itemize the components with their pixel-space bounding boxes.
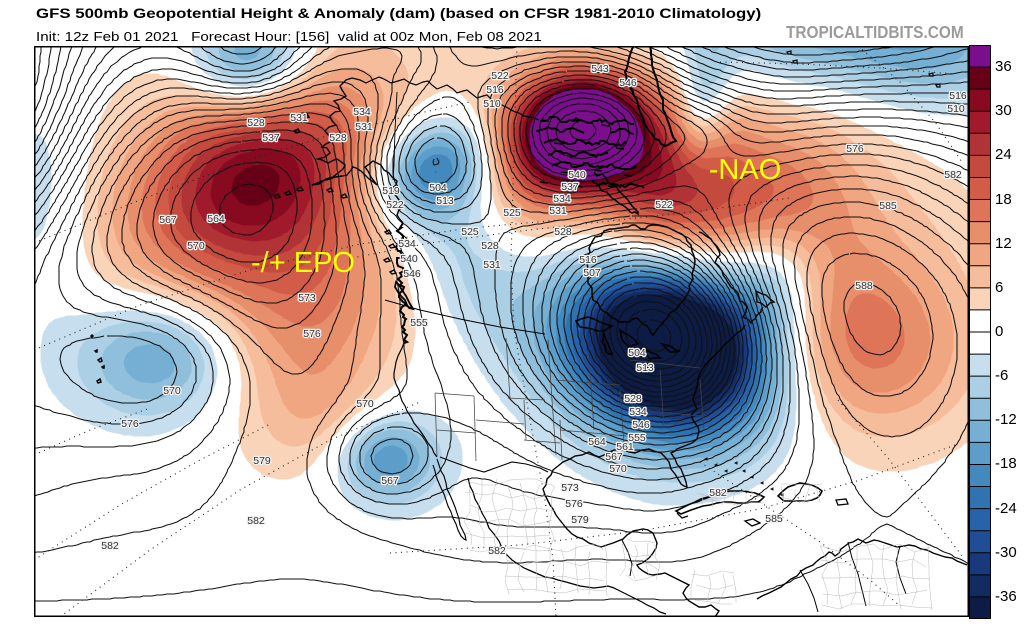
svg-text:588: 588 — [855, 280, 873, 292]
svg-text:576: 576 — [121, 418, 139, 430]
svg-text:534: 534 — [353, 106, 371, 118]
svg-text:513: 513 — [636, 362, 654, 374]
svg-text:510: 510 — [483, 98, 501, 110]
svg-text:534: 534 — [398, 238, 416, 250]
svg-text:579: 579 — [571, 514, 589, 526]
svg-text:516: 516 — [949, 90, 967, 102]
svg-text:582: 582 — [944, 169, 962, 181]
svg-text:585: 585 — [765, 513, 783, 525]
svg-text:570: 570 — [163, 385, 181, 397]
svg-text:522: 522 — [491, 70, 509, 82]
svg-text:534: 534 — [629, 406, 647, 418]
svg-text:531: 531 — [483, 259, 501, 271]
svg-text:540: 540 — [400, 253, 418, 265]
svg-text:528: 528 — [481, 240, 499, 252]
svg-text:555: 555 — [628, 432, 646, 444]
svg-text:579: 579 — [253, 455, 271, 467]
svg-text:504: 504 — [628, 347, 646, 359]
svg-text:543: 543 — [591, 63, 609, 75]
svg-text:528: 528 — [329, 132, 347, 144]
svg-text:531: 531 — [290, 112, 308, 124]
svg-text:582: 582 — [101, 540, 119, 552]
svg-text:513: 513 — [436, 195, 454, 207]
svg-text:573: 573 — [561, 482, 579, 494]
svg-text:531: 531 — [549, 205, 567, 217]
svg-text:567: 567 — [159, 214, 177, 226]
svg-text:504: 504 — [429, 182, 447, 194]
svg-text:525: 525 — [461, 226, 479, 238]
svg-text:570: 570 — [609, 463, 627, 475]
svg-text:564: 564 — [588, 436, 606, 448]
svg-text:540: 540 — [568, 169, 586, 181]
svg-text:516: 516 — [579, 254, 597, 266]
svg-text:522: 522 — [386, 199, 404, 211]
svg-text:525: 525 — [503, 207, 521, 219]
svg-text:546: 546 — [619, 77, 637, 89]
svg-text:537: 537 — [262, 132, 280, 144]
svg-text:546: 546 — [403, 268, 421, 280]
svg-text:546: 546 — [632, 419, 650, 431]
svg-text:555: 555 — [410, 317, 428, 329]
svg-text:567: 567 — [605, 451, 623, 463]
svg-text:531: 531 — [355, 121, 373, 133]
svg-text:576: 576 — [565, 498, 583, 510]
svg-text:-/+ EPO: -/+ EPO — [251, 247, 355, 279]
svg-text:516: 516 — [486, 84, 504, 96]
svg-text:570: 570 — [356, 398, 374, 410]
svg-text:528: 528 — [624, 393, 642, 405]
svg-text:519: 519 — [382, 185, 400, 197]
svg-text:570: 570 — [187, 240, 205, 252]
svg-text:582: 582 — [709, 487, 727, 499]
svg-text:534: 534 — [553, 193, 571, 205]
svg-text:582: 582 — [488, 545, 506, 557]
svg-text:507: 507 — [583, 267, 601, 279]
svg-text:-NAO: -NAO — [709, 154, 782, 186]
svg-text:576: 576 — [303, 328, 321, 340]
svg-text:537: 537 — [561, 181, 579, 193]
svg-text:564: 564 — [207, 213, 225, 225]
svg-text:567: 567 — [381, 475, 399, 487]
svg-text:522: 522 — [655, 199, 673, 211]
svg-text:528: 528 — [247, 117, 265, 129]
svg-text:573: 573 — [298, 292, 316, 304]
svg-text:582: 582 — [247, 515, 265, 527]
svg-text:561: 561 — [616, 441, 634, 453]
svg-text:576: 576 — [846, 143, 864, 155]
svg-text:510: 510 — [947, 103, 965, 115]
svg-text:528: 528 — [554, 226, 572, 238]
svg-text:585: 585 — [879, 200, 897, 212]
